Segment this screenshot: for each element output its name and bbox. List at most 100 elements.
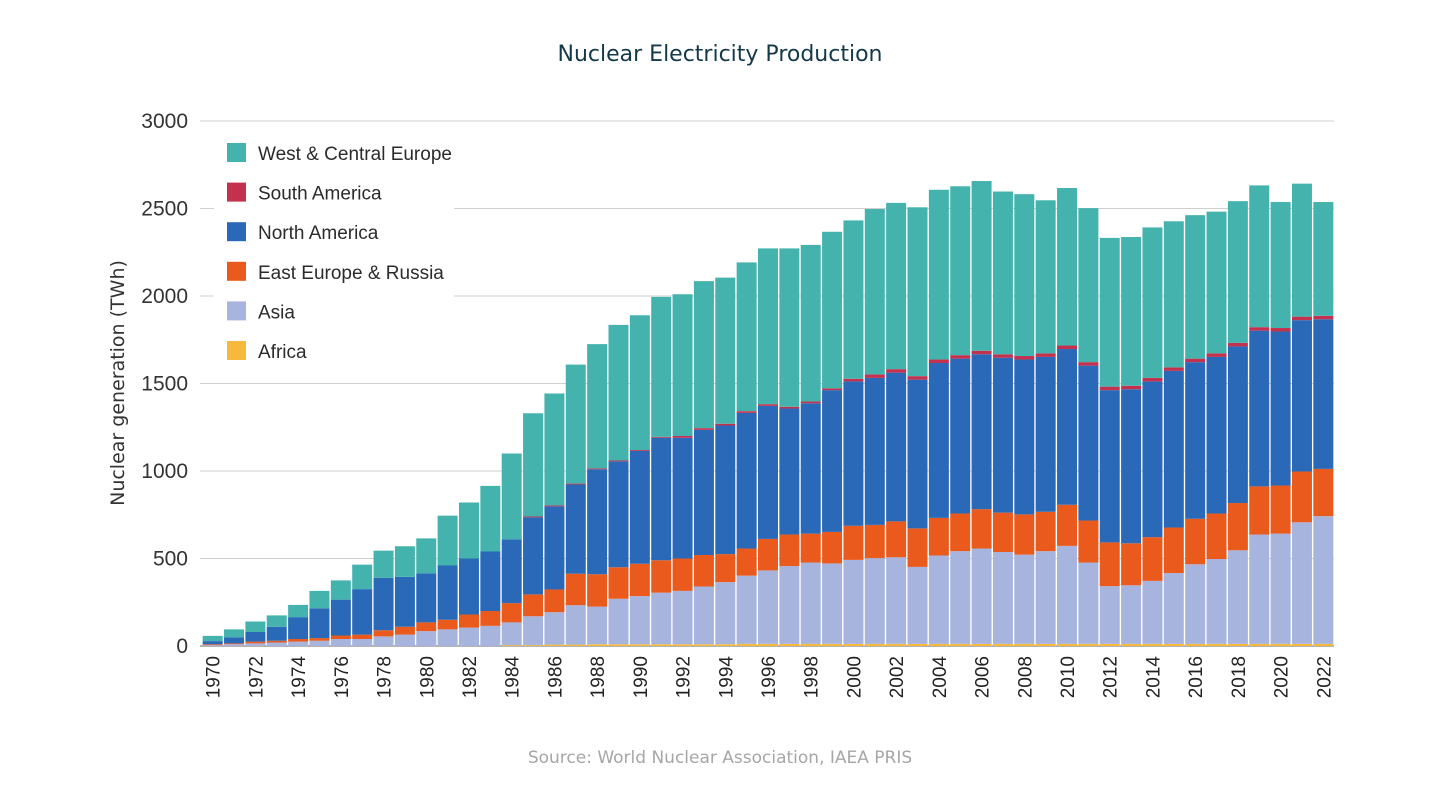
bar-segment bbox=[1163, 221, 1184, 368]
bar-segment bbox=[1121, 389, 1142, 544]
bar-segment bbox=[1163, 527, 1184, 574]
x-tick-label: 1990 bbox=[631, 656, 652, 698]
bar-segment bbox=[1014, 359, 1035, 515]
bar-segment bbox=[1142, 227, 1163, 378]
bar-segment bbox=[1270, 331, 1291, 486]
bar-segment bbox=[779, 406, 800, 409]
bar-segment bbox=[224, 629, 245, 638]
bar-segment bbox=[1163, 367, 1184, 371]
legend-swatch bbox=[227, 341, 246, 360]
bar-segment bbox=[1313, 202, 1334, 316]
bar-segment bbox=[971, 548, 992, 644]
bar-segment bbox=[1142, 580, 1163, 644]
bar-segment bbox=[1142, 377, 1163, 382]
bar-segment bbox=[779, 408, 800, 535]
bar-segment bbox=[1270, 643, 1291, 646]
bar-segment bbox=[416, 622, 437, 632]
bar-segment bbox=[1291, 183, 1312, 317]
bar-segment bbox=[224, 643, 245, 645]
x-tick-label: 2006 bbox=[973, 656, 994, 698]
bar-segment bbox=[1014, 356, 1035, 360]
bar-segment bbox=[843, 525, 864, 560]
bar-segment bbox=[608, 598, 629, 645]
x-tick-label: 1988 bbox=[588, 656, 609, 698]
bar-segment bbox=[1099, 386, 1120, 391]
bar-segment bbox=[565, 483, 586, 485]
bar-segment bbox=[587, 606, 608, 645]
x-tick-label: 2010 bbox=[1058, 656, 1079, 698]
bar-segment bbox=[458, 614, 479, 628]
bar-segment bbox=[758, 643, 778, 646]
x-tick-label: 1984 bbox=[503, 656, 524, 699]
bar-segment bbox=[373, 630, 394, 637]
bar-segment bbox=[629, 315, 650, 450]
bar-segment bbox=[1291, 471, 1312, 523]
bar-segment bbox=[1035, 511, 1056, 552]
y-tick-label: 3000 bbox=[141, 110, 188, 133]
bar-segment bbox=[1206, 356, 1227, 514]
bar-segment bbox=[480, 625, 501, 646]
bar-segment bbox=[266, 626, 287, 641]
bar-segment bbox=[565, 605, 586, 645]
bar-segment bbox=[693, 555, 714, 587]
bar-segment bbox=[693, 428, 714, 430]
bar-segment bbox=[1249, 185, 1270, 328]
legend-swatch bbox=[227, 301, 246, 321]
bar-segment bbox=[843, 643, 864, 646]
bar-segment bbox=[1035, 353, 1056, 357]
legend-label: South America bbox=[258, 184, 382, 205]
bar-segment bbox=[1270, 202, 1291, 329]
y-tick-labels: 0 500 1000 1500 2000 2500 3000 bbox=[141, 110, 188, 658]
bar-segment bbox=[587, 469, 608, 575]
x-tick-label: 2014 bbox=[1143, 656, 1164, 699]
bar-segment bbox=[480, 551, 501, 611]
bar-segment bbox=[1227, 550, 1248, 644]
bar-segment bbox=[971, 354, 992, 510]
bar-segment bbox=[1142, 643, 1163, 646]
bar-segment bbox=[288, 617, 309, 639]
bar-segment bbox=[736, 548, 757, 576]
bar-segment bbox=[672, 590, 693, 645]
bar-segment bbox=[352, 639, 373, 646]
bar-segment bbox=[501, 645, 522, 646]
bar-segment bbox=[1313, 319, 1334, 469]
legend-label: East Europe & Russia bbox=[258, 263, 444, 284]
bar-segment bbox=[202, 641, 223, 645]
bar-segment bbox=[715, 277, 736, 424]
bar-segment bbox=[672, 436, 693, 438]
bar-segment bbox=[886, 557, 907, 644]
bar-segment bbox=[758, 570, 778, 644]
bar-segment bbox=[501, 453, 522, 540]
bar-segment bbox=[822, 231, 843, 389]
bar-segment bbox=[1099, 586, 1120, 644]
x-tick-label: 1978 bbox=[375, 656, 396, 698]
bar-segment bbox=[1270, 533, 1291, 644]
bar-segment bbox=[1099, 643, 1120, 646]
bar-segment bbox=[843, 559, 864, 644]
x-tick-label: 1970 bbox=[204, 656, 225, 698]
bar-segment bbox=[1078, 643, 1099, 646]
bar-segment bbox=[1291, 316, 1312, 321]
bar-segment bbox=[245, 621, 266, 632]
legend-label: Asia bbox=[258, 302, 295, 323]
bar-segment bbox=[1206, 559, 1227, 644]
bar-segment bbox=[1142, 381, 1163, 538]
legend-label: West & Central Europe bbox=[258, 144, 452, 165]
bar-segment bbox=[523, 645, 544, 646]
bar-segment bbox=[1057, 643, 1078, 646]
bar-segment bbox=[800, 244, 821, 402]
bar-segment bbox=[629, 563, 650, 597]
bar-segment bbox=[693, 586, 714, 645]
bar-segment bbox=[736, 262, 757, 412]
bar-segment bbox=[1291, 320, 1312, 472]
bar-segment bbox=[1078, 362, 1099, 366]
bar-segment bbox=[1035, 200, 1056, 354]
bar-segment bbox=[330, 580, 351, 600]
bar-segment bbox=[1014, 514, 1035, 555]
bar-segment bbox=[629, 596, 650, 645]
bar-segment bbox=[1014, 643, 1035, 646]
bar-segment bbox=[1121, 385, 1142, 390]
bar-segment bbox=[992, 512, 1013, 553]
bar-segment bbox=[523, 413, 544, 517]
bar-segment bbox=[1313, 643, 1334, 646]
